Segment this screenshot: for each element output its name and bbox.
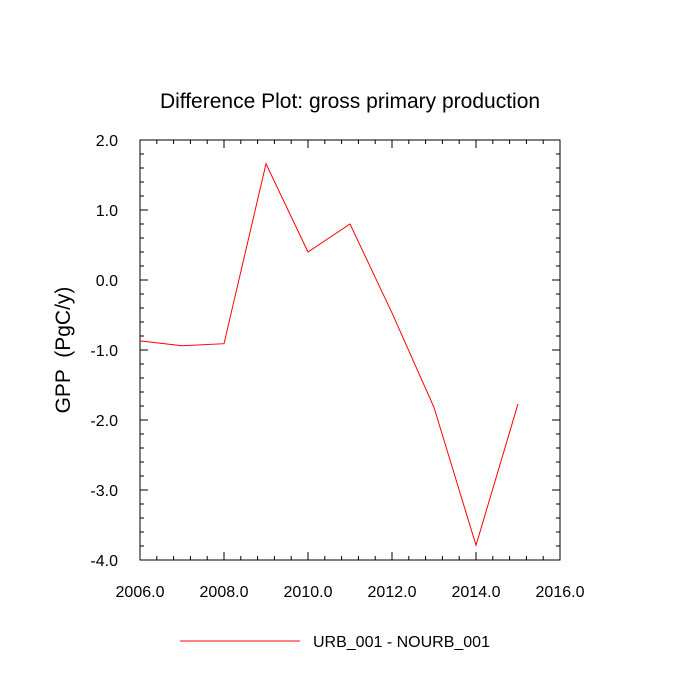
y-tick-label: 1.0	[96, 203, 118, 220]
y-tick-labels: 2.0 1.0 0.0 -1.0 -2.0 -3.0 -4.0	[90, 133, 118, 570]
y-tick-label: -4.0	[90, 553, 118, 570]
y-tick-label: 0.0	[96, 273, 118, 290]
y-tick-label: 2.0	[96, 133, 118, 150]
x-tick-label: 2016.0	[536, 584, 585, 601]
y-tick-label: -2.0	[90, 413, 118, 430]
y-tick-label: -1.0	[90, 343, 118, 360]
x-tick-label: 2006.0	[116, 584, 165, 601]
x-tick-label: 2012.0	[368, 584, 417, 601]
x-tick-label: 2010.0	[284, 584, 333, 601]
y-tick-label: -3.0	[90, 483, 118, 500]
x-tick-label: 2008.0	[200, 584, 249, 601]
x-tick-label: 2014.0	[452, 584, 501, 601]
minor-ticks	[139, 139, 561, 561]
major-ticks	[139, 139, 561, 561]
y-axis-label: GPP (PgC/y)	[52, 287, 75, 414]
x-tick-labels: 2006.0 2008.0 2010.0 2012.0 2014.0 2016.0	[116, 584, 585, 601]
series-layer	[139, 162, 519, 548]
legend-label: URB_001 - NOURB_001	[313, 634, 490, 651]
plot-frame	[139, 139, 561, 561]
series-line	[139, 162, 519, 548]
chart-title: Difference Plot: gross primary productio…	[160, 90, 540, 113]
legend: URB_001 - NOURB_001	[180, 634, 490, 651]
